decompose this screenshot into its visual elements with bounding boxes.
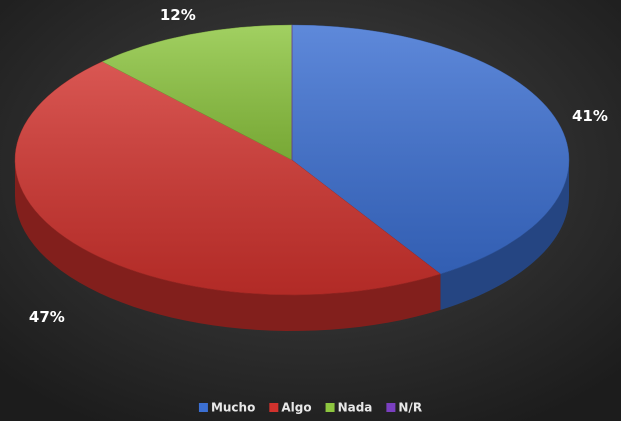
- data-label: 47%: [29, 308, 65, 326]
- legend-label: N/R: [398, 401, 422, 415]
- pie-side: [440, 160, 569, 310]
- legend-item: N/R: [386, 401, 422, 415]
- legend: Mucho Algo Nada N/R: [198, 401, 422, 415]
- slice-shade: [15, 61, 441, 295]
- legend-item: Mucho: [198, 401, 255, 415]
- legend-swatch: [386, 403, 396, 412]
- data-labels: 41% 47% 12%: [29, 6, 608, 326]
- legend-swatch: [269, 403, 279, 412]
- legend-swatch: [325, 403, 335, 412]
- pie-tops: [14, 24, 570, 296]
- legend-label: Algo: [281, 401, 311, 415]
- legend-item: Nada: [325, 401, 373, 415]
- pie-sides: [15, 160, 569, 331]
- legend-swatch: [198, 403, 208, 412]
- data-label: 12%: [160, 6, 196, 24]
- legend-label: Mucho: [211, 401, 255, 415]
- legend-label: Nada: [338, 401, 373, 415]
- data-label: 41%: [572, 107, 608, 125]
- legend-item: Algo: [269, 401, 312, 415]
- slice-shade: [102, 25, 292, 160]
- pie-side: [15, 160, 441, 331]
- slice-shade: [292, 25, 570, 274]
